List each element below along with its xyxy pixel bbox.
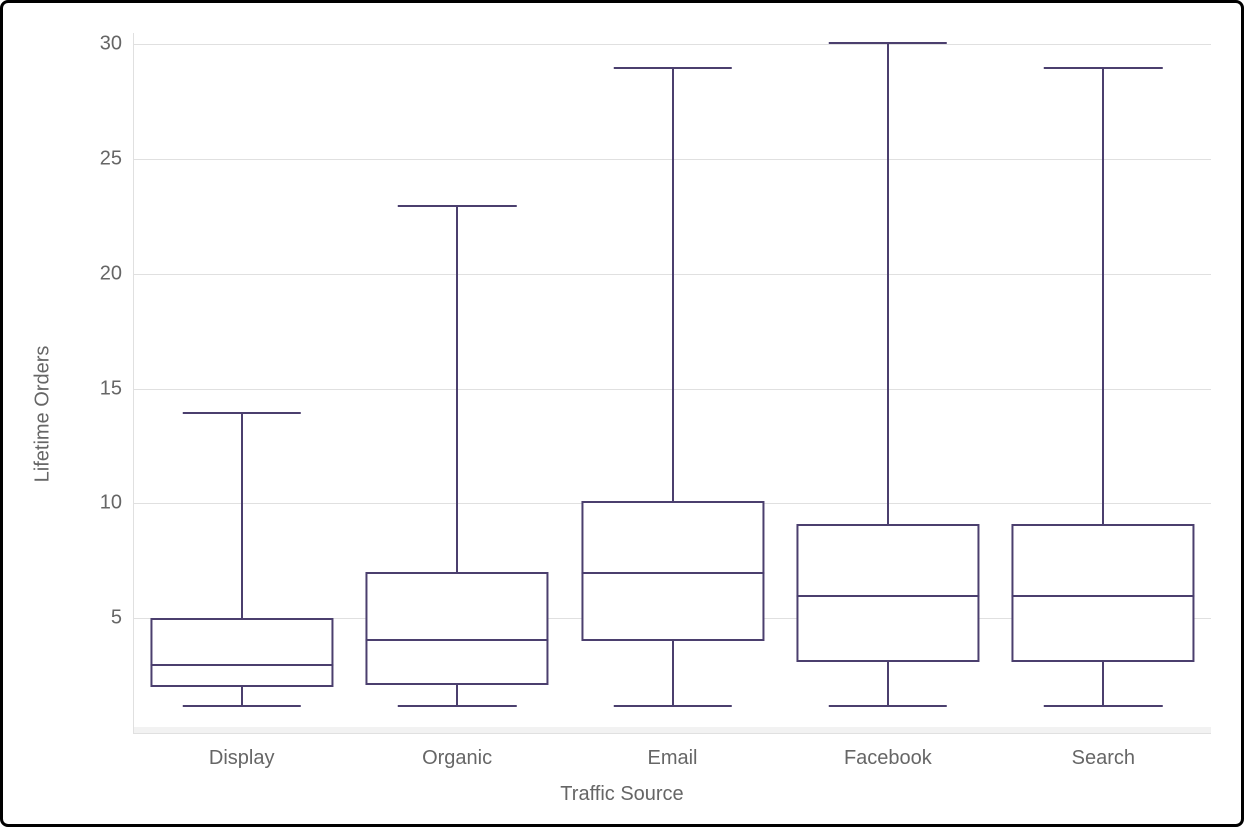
box-rect [581, 501, 764, 641]
gridline [134, 44, 1211, 45]
whisker-cap-top [829, 42, 947, 44]
y-tick-label: 20 [74, 262, 134, 285]
box-rect [796, 524, 979, 662]
plot-area: 51015202530DisplayOrganicEmailFacebookSe… [133, 33, 1211, 734]
x-tick-label: Organic [422, 733, 492, 770]
x-tick-label: Display [209, 733, 275, 770]
y-tick-label: 5 [74, 607, 134, 630]
y-tick-label: 10 [74, 492, 134, 515]
median-line [150, 664, 333, 666]
median-line [581, 572, 764, 574]
whisker-cap-bottom [182, 705, 300, 707]
y-tick-label: 25 [74, 148, 134, 171]
median-line [1012, 595, 1195, 597]
whisker-cap-top [1044, 67, 1162, 69]
whisker-cap-top [398, 205, 516, 207]
box-rect [150, 618, 333, 687]
chart-container: Lifetime Orders 51015202530DisplayOrgani… [0, 0, 1244, 827]
y-tick-label: 30 [74, 33, 134, 56]
y-axis-title: Lifetime Orders [32, 345, 55, 482]
median-line [366, 639, 549, 641]
x-tick-label: Facebook [844, 733, 932, 770]
whisker-cap-bottom [613, 705, 731, 707]
median-line [796, 595, 979, 597]
x-tick-label: Search [1072, 733, 1135, 770]
whisker-cap-top [182, 412, 300, 414]
whisker-cap-bottom [1044, 705, 1162, 707]
box-rect [366, 572, 549, 684]
y-tick-label: 15 [74, 377, 134, 400]
whisker-cap-top [613, 67, 731, 69]
whisker-cap-bottom [829, 705, 947, 707]
x-axis-title: Traffic Source [560, 783, 683, 806]
whisker-cap-bottom [398, 705, 516, 707]
x-tick-label: Email [647, 733, 697, 770]
box-rect [1012, 524, 1195, 662]
